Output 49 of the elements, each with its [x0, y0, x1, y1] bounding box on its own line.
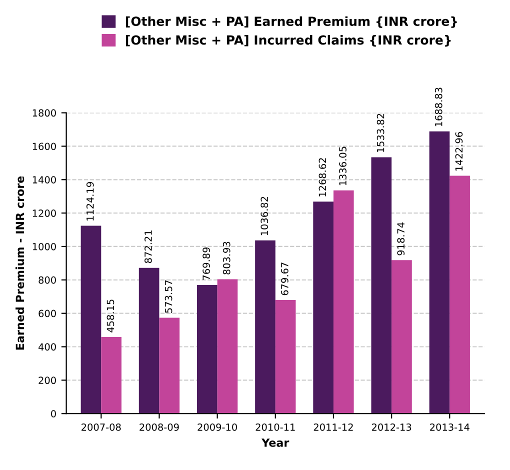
- x-tick-label: 2013-14: [430, 423, 470, 431]
- data-label: 872.21: [144, 230, 152, 264]
- bar: [333, 190, 354, 414]
- data-label: 1422.96: [455, 132, 463, 171]
- data-label: 1533.82: [376, 114, 384, 152]
- x-tick-label: 2012-13: [372, 423, 412, 431]
- data-label: 1336.05: [339, 146, 346, 186]
- bar: [429, 131, 450, 414]
- bar: [80, 226, 102, 414]
- y-tick-label: 200: [38, 376, 56, 384]
- data-label: 1036.82: [260, 196, 268, 236]
- y-tick-label: 1600: [32, 142, 56, 150]
- y-tick-label: 600: [38, 310, 56, 318]
- y-axis-title: Earned Premium - INR crore: [16, 176, 24, 350]
- y-tick-label: 1800: [32, 109, 56, 117]
- y-tick-label: 0: [51, 410, 56, 418]
- data-label: 458.15: [106, 300, 114, 332]
- x-tick-label: 2011-12: [314, 423, 353, 431]
- bar: [371, 157, 392, 414]
- x-tick-label: 2010-11: [256, 423, 295, 431]
- bar: [392, 260, 412, 414]
- bar: [101, 337, 122, 414]
- x-axis-title: Year: [262, 438, 290, 447]
- data-label: 1268.62: [318, 158, 326, 196]
- y-tick-label: 1000: [32, 242, 56, 250]
- y-tick-label: 800: [38, 276, 56, 284]
- x-tick-label: 2009-10: [198, 423, 237, 431]
- bar: [159, 318, 180, 414]
- bar: [313, 202, 334, 414]
- legend-label: [Other Misc + PA] Incurred Claims {INR crore}: [126, 35, 451, 47]
- data-label: 1688.83: [434, 88, 442, 126]
- x-tick-label: 2008-09: [140, 423, 179, 431]
- data-label: 918.74: [397, 222, 405, 256]
- bar: [217, 279, 238, 414]
- legend-label: [Other Misc + PA] Earned Premium {INR crore}: [126, 16, 457, 28]
- data-label: 803.93: [222, 242, 230, 274]
- data-label: 769.89: [202, 247, 210, 280]
- bar: [275, 300, 296, 414]
- bar: [255, 240, 276, 414]
- bar: [138, 268, 160, 414]
- x-tick-label: 2007-08: [82, 423, 121, 431]
- data-label: 573.57: [164, 280, 172, 313]
- y-tick-label: 1200: [32, 210, 56, 217]
- data-label: 1124.19: [86, 182, 94, 220]
- y-tick-label: 400: [38, 343, 56, 351]
- data-label: 679.67: [281, 262, 288, 296]
- bar: [196, 284, 218, 414]
- y-tick-label: 1400: [32, 176, 56, 184]
- bar: [450, 176, 470, 414]
